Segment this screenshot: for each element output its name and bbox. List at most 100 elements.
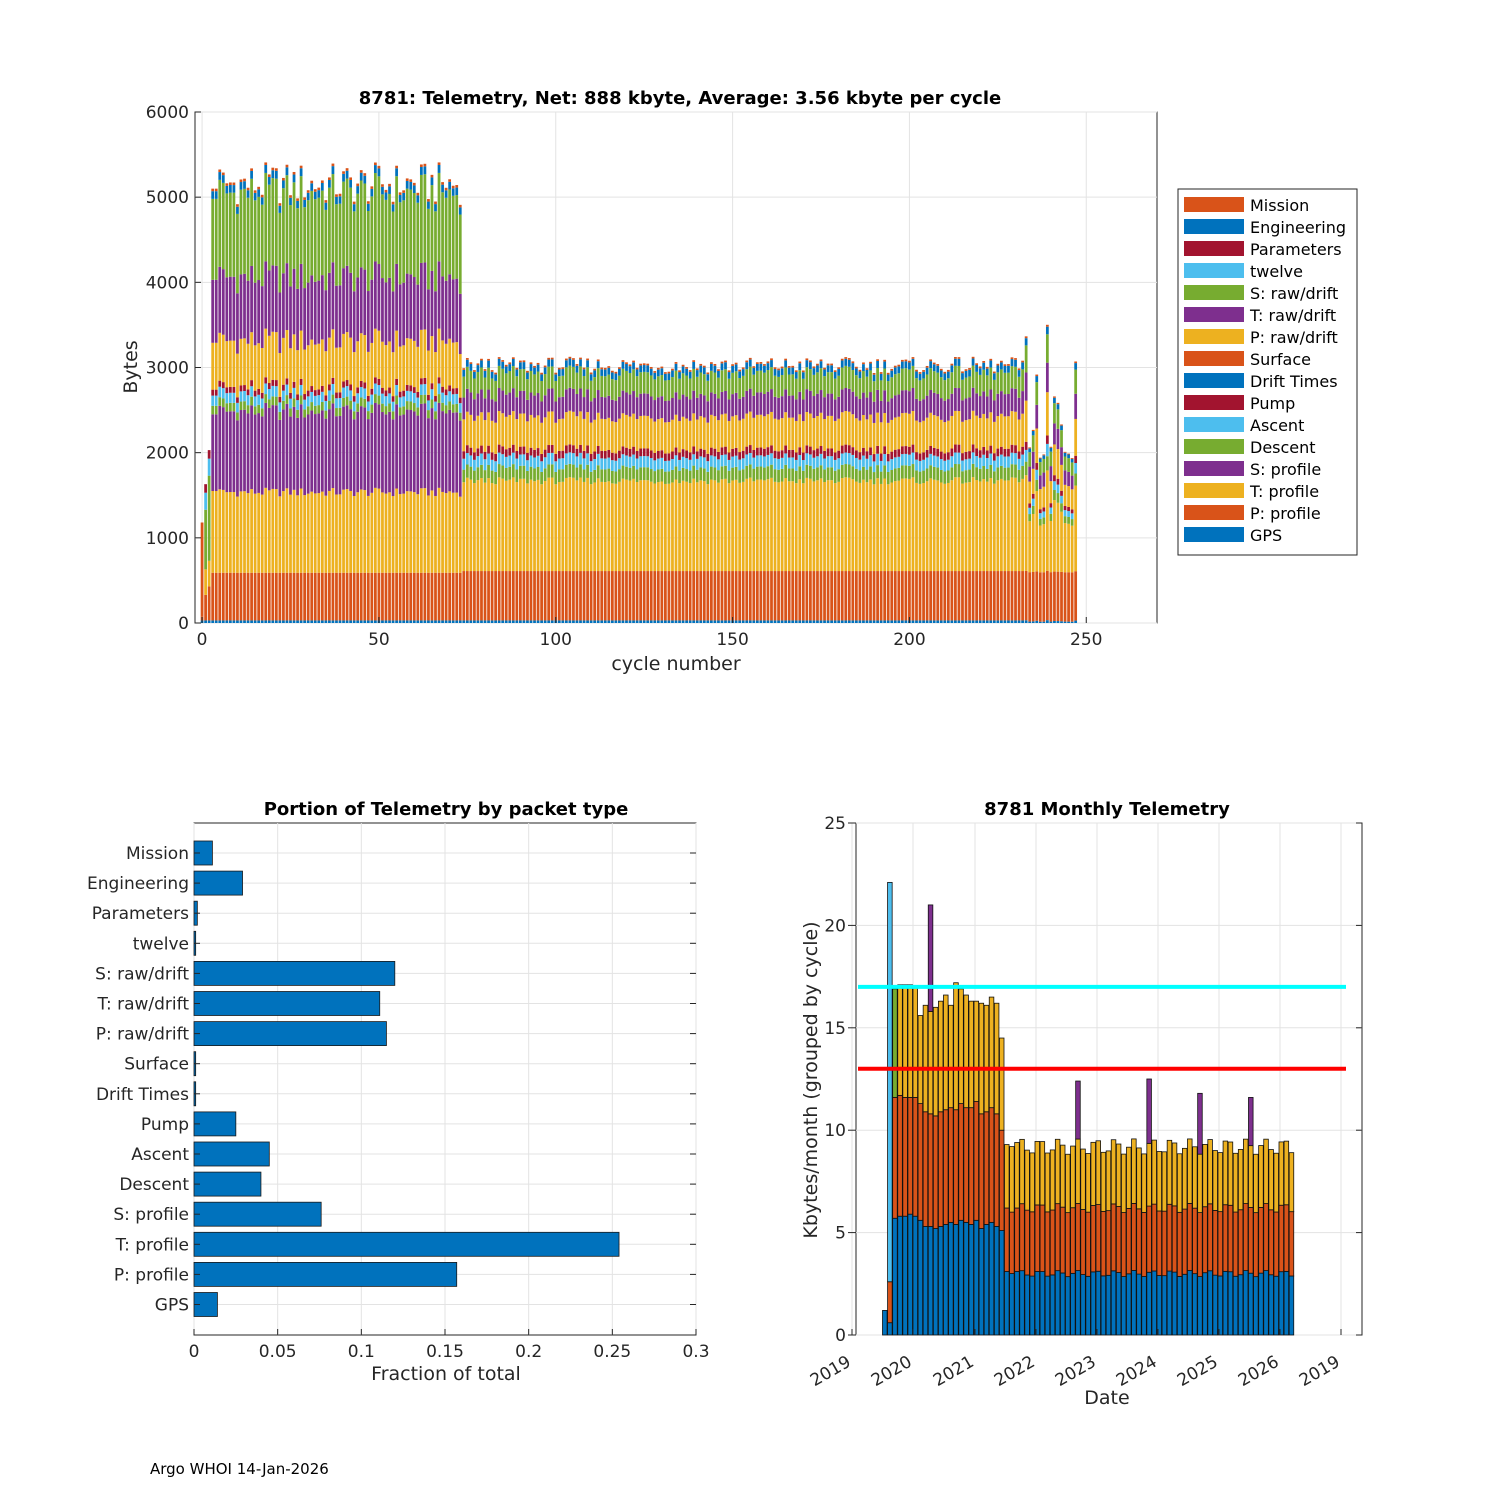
top-bar-segment	[798, 466, 802, 480]
top-bar-segment	[419, 384, 423, 395]
top-bar-segment	[274, 380, 278, 387]
top-bar-segment	[497, 464, 501, 478]
bl-bar	[193, 1262, 458, 1287]
top-bar-segment	[250, 168, 253, 171]
top-bar-segment	[359, 387, 363, 398]
top-bar-segment	[451, 342, 455, 389]
br-bar-segment	[1080, 1274, 1086, 1336]
br-bar-segment	[1202, 1272, 1208, 1336]
top-bar-segment	[536, 448, 540, 456]
top-bar-segment	[586, 464, 589, 478]
top-bar-segment	[978, 468, 982, 482]
top-bar-segment	[628, 416, 632, 449]
top-bar-segment	[883, 454, 887, 466]
top-bar-segment	[837, 571, 841, 621]
top-bar-segment	[904, 368, 908, 391]
top-bar-segment	[243, 391, 246, 402]
br-bar-segment	[1176, 1211, 1183, 1277]
top-bar-segment	[540, 401, 543, 423]
top-bar-segment	[649, 469, 653, 482]
top-bar-segment	[766, 363, 770, 371]
top-bar-segment	[1014, 445, 1017, 454]
top-bar-segment	[1063, 452, 1067, 457]
top-bar-segment	[589, 380, 593, 402]
top-bar-segment	[437, 402, 441, 488]
br-bar-segment	[1212, 1150, 1218, 1211]
top-bar-segment	[455, 388, 459, 394]
top-bar-segment	[430, 177, 434, 186]
top-bar-segment	[589, 422, 593, 454]
top-bar-segment	[893, 468, 897, 482]
top-bar-segment	[239, 620, 243, 623]
top-bar-segment	[575, 571, 579, 621]
top-bar-segment	[519, 478, 522, 572]
top-bar-segment	[950, 480, 954, 572]
br-bar-segment	[993, 1226, 1000, 1336]
top-bar-segment	[688, 420, 692, 453]
top-bar-segment	[1031, 468, 1035, 494]
top-bar-segment	[833, 470, 837, 484]
top-bar-segment	[780, 620, 784, 623]
top-bar-segment	[709, 392, 713, 415]
top-bar-segment	[437, 620, 441, 623]
top-bar-segment	[504, 364, 508, 367]
top-bar-segment	[897, 571, 901, 621]
top-bar-segment	[801, 370, 805, 373]
top-bar-segment	[458, 293, 462, 355]
top-bar-segment	[745, 390, 749, 414]
br-bar-segment	[1009, 1273, 1015, 1336]
top-bar-segment	[738, 371, 742, 379]
top-bar-segment	[444, 572, 448, 621]
top-bar-segment	[610, 370, 614, 373]
top-bar-segment	[575, 393, 579, 417]
top-bar-segment	[451, 492, 455, 573]
top-bar-segment	[879, 453, 883, 461]
top-bar-segment	[717, 370, 720, 378]
top-bar-segment	[971, 444, 975, 453]
top-bar-segment	[653, 452, 657, 461]
top-bar-segment	[257, 492, 261, 573]
br-bar-segment	[1054, 1203, 1061, 1272]
top-bar-segment	[540, 471, 543, 485]
bl-ticks: 0 0.05 0.1 0.15 0.2 0.25 0.3MissionEngineering…	[87, 844, 710, 1362]
top-bar-segment	[582, 469, 586, 482]
top-bar-segment	[1045, 620, 1049, 623]
top-bar-segment	[236, 620, 239, 623]
top-bar-segment	[448, 181, 452, 190]
legend-swatch	[1184, 329, 1244, 344]
top-bar-segment	[805, 360, 809, 368]
top-bar-segment	[437, 377, 441, 384]
top-bar-segment	[989, 464, 993, 479]
top-bar-segment	[784, 478, 788, 572]
br-bar-segment	[1110, 1139, 1117, 1205]
top-bar-segment	[253, 282, 257, 346]
top-bar-segment	[465, 620, 469, 623]
top-bar-segment	[377, 176, 381, 265]
top-bar-segment	[313, 281, 317, 345]
top-bar-segment	[473, 470, 476, 484]
top-bar-segment	[886, 381, 890, 402]
top-bar-segment	[320, 339, 324, 386]
top-bar-segment	[614, 620, 618, 623]
top-bar-segment	[366, 351, 370, 396]
br-bar-segment	[938, 1000, 944, 1113]
top-bar-segment	[858, 620, 862, 623]
top-bar-segment	[1007, 620, 1010, 623]
top-bar-segment	[1014, 359, 1017, 367]
top-bar-segment	[419, 167, 423, 175]
top-bar-segment	[260, 572, 264, 621]
top-bar-segment	[709, 414, 713, 448]
top-bar-segment	[982, 454, 986, 467]
top-bar-segment	[961, 571, 964, 621]
top-bar-segment	[964, 420, 968, 452]
top-bar-segment	[777, 419, 780, 452]
top-bar-segment	[543, 468, 547, 482]
top-bar-segment	[809, 390, 812, 414]
top-bar-segment	[731, 372, 734, 395]
top-bar-segment	[536, 362, 540, 365]
top-bar-segment	[575, 467, 579, 481]
top-bar-segment	[1010, 452, 1014, 465]
top-bar-segment	[412, 277, 416, 341]
top-bar-segment	[526, 620, 529, 623]
top-bar-segment	[607, 481, 611, 572]
